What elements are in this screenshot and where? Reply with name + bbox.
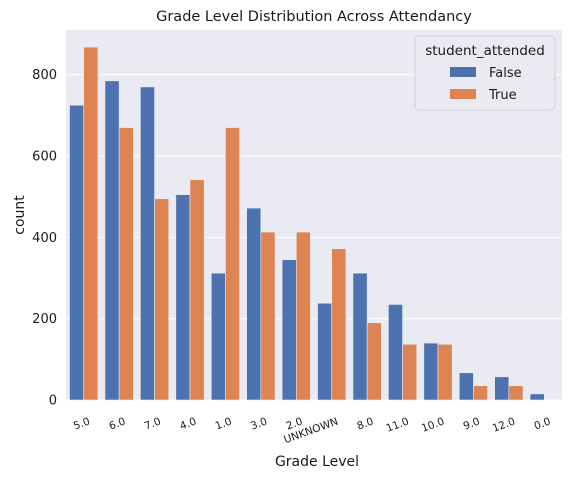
x-tick-label: 11.0 <box>385 416 411 435</box>
bar-false-0 <box>69 104 85 401</box>
bar-false-1 <box>104 80 120 401</box>
bar-true-8 <box>366 322 382 401</box>
bar-false-12 <box>494 376 510 401</box>
legend-swatch-false <box>450 67 476 77</box>
bar-true-12 <box>508 385 524 401</box>
bar-true-2 <box>154 198 170 401</box>
bar-false-11 <box>458 372 474 401</box>
x-tick-label: 0.0 <box>533 416 553 433</box>
y-tick-label: 800 <box>32 68 57 83</box>
x-tick-label: 8.0 <box>355 416 375 433</box>
y-tick-label: 200 <box>32 312 57 327</box>
bar-true-4 <box>225 127 240 401</box>
x-tick-label: 2.0 <box>285 416 305 433</box>
bar-true-0 <box>83 46 99 401</box>
legend-label-false: False <box>489 66 522 81</box>
legend-title: student_attended <box>425 43 545 59</box>
bar-false-7 <box>317 302 333 401</box>
bar-false-4 <box>210 272 226 401</box>
bars <box>69 46 545 401</box>
bar-false-13 <box>529 393 545 401</box>
bar-true-11 <box>473 385 488 401</box>
bar-true-3 <box>189 179 205 401</box>
x-tick-label: 1.0 <box>214 416 234 433</box>
bar-true-1 <box>118 127 134 401</box>
bar-false-10 <box>423 342 439 401</box>
bar-true-9 <box>402 343 418 401</box>
legend-swatch-true <box>450 89 476 99</box>
y-tick-label: 0 <box>49 394 57 409</box>
y-tick-label: 400 <box>32 231 57 246</box>
x-tick-label: 9.0 <box>462 416 482 433</box>
bar-true-5 <box>260 231 276 401</box>
bar-false-8 <box>352 272 368 401</box>
bar-false-3 <box>175 194 191 401</box>
bar-true-6 <box>295 231 311 401</box>
x-tick-label: 3.0 <box>249 416 269 433</box>
x-tick-label: 6.0 <box>107 416 127 433</box>
bar-false-9 <box>388 304 403 401</box>
legend: student_attended False True <box>414 35 556 111</box>
x-tick-label: 5.0 <box>72 416 92 433</box>
x-tick-label: 10.0 <box>420 416 446 435</box>
x-axis-label: Grade Level <box>275 454 359 470</box>
bar-false-6 <box>281 259 297 401</box>
bar-true-10 <box>437 343 453 401</box>
bar-false-2 <box>140 86 155 401</box>
x-tick-label: 7.0 <box>143 416 163 433</box>
y-axis-label: count <box>12 195 28 235</box>
chart-title: Grade Level Distribution Across Attendan… <box>156 9 472 25</box>
bar-false-5 <box>246 207 262 401</box>
x-tick-label: 4.0 <box>178 416 198 433</box>
y-tick-label: 600 <box>32 150 57 165</box>
y-tick-labels: 0 200 400 600 800 <box>32 68 57 408</box>
legend-label-true: True <box>488 88 517 103</box>
bar-true-7 <box>331 248 347 401</box>
x-tick-label: 12.0 <box>491 416 517 435</box>
